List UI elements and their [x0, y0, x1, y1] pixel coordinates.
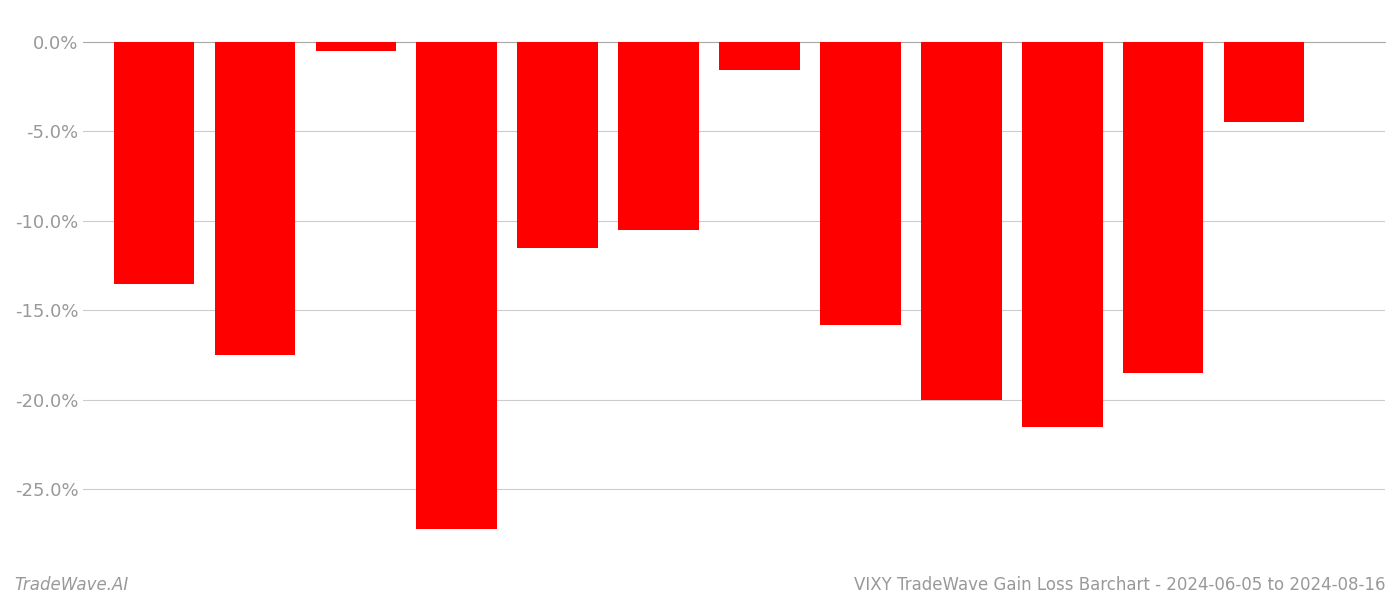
Text: TradeWave.AI: TradeWave.AI — [14, 576, 129, 594]
Bar — [619, 42, 699, 230]
Bar — [1123, 42, 1204, 373]
Bar — [416, 42, 497, 529]
Bar — [518, 42, 598, 248]
Bar — [1224, 42, 1305, 122]
Bar — [720, 42, 799, 70]
Bar — [921, 42, 1001, 400]
Bar — [820, 42, 900, 325]
Bar — [113, 42, 195, 284]
Bar — [315, 42, 396, 51]
Bar — [1022, 42, 1103, 427]
Bar — [214, 42, 295, 355]
Text: VIXY TradeWave Gain Loss Barchart - 2024-06-05 to 2024-08-16: VIXY TradeWave Gain Loss Barchart - 2024… — [854, 576, 1386, 594]
